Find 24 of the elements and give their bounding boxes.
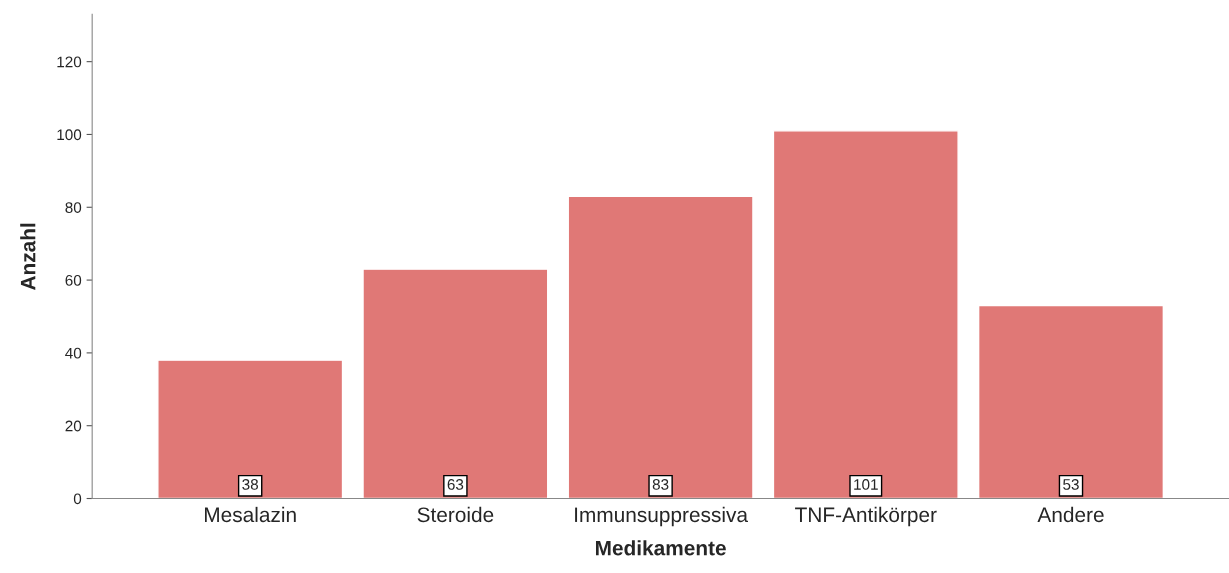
x-tick-label: Andere (1037, 506, 1104, 523)
data-label: 38 (242, 479, 259, 490)
x-axis-title: Medikamente (595, 540, 726, 556)
bar (362, 268, 549, 499)
y-axis-title: Anzahl (20, 223, 36, 291)
data-label: 83 (652, 479, 669, 490)
y-tick-label: 120 (57, 56, 82, 68)
bar (977, 304, 1165, 499)
x-tick-label: Steroide (417, 506, 494, 523)
data-label: 101 (854, 479, 878, 490)
y-tick-label: 20 (65, 420, 82, 432)
x-tick-label: Mesalazin (205, 506, 296, 523)
y-tick-label: 80 (65, 202, 82, 213)
data-label: 63 (447, 479, 464, 490)
x-tick-label: Immunsuppressiva (575, 506, 749, 527)
y-tick-label: 100 (57, 129, 82, 141)
x-tick-label: TNF-Antikörper (795, 506, 937, 527)
y-tick-label: 60 (65, 274, 82, 286)
data-label: 53 (1063, 479, 1079, 490)
bar (772, 130, 959, 499)
bar (157, 359, 344, 499)
y-tick-label: 40 (65, 347, 82, 359)
y-tick-label: 0 (73, 493, 82, 505)
bar (567, 195, 754, 499)
